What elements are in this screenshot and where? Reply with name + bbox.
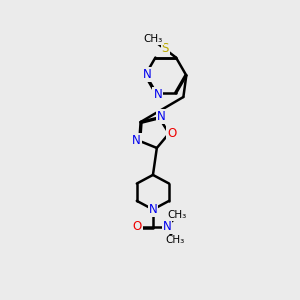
Text: O: O bbox=[167, 127, 177, 140]
Text: O: O bbox=[133, 220, 142, 233]
Text: S: S bbox=[161, 42, 169, 55]
Text: CH₃: CH₃ bbox=[165, 236, 184, 245]
Text: CH₃: CH₃ bbox=[144, 34, 163, 44]
Text: CH₃: CH₃ bbox=[168, 210, 187, 220]
Text: N: N bbox=[157, 110, 166, 123]
Text: N: N bbox=[163, 220, 172, 233]
Text: N: N bbox=[132, 134, 141, 147]
Text: N: N bbox=[143, 68, 152, 81]
Text: N: N bbox=[153, 88, 162, 101]
Text: N: N bbox=[148, 203, 157, 216]
